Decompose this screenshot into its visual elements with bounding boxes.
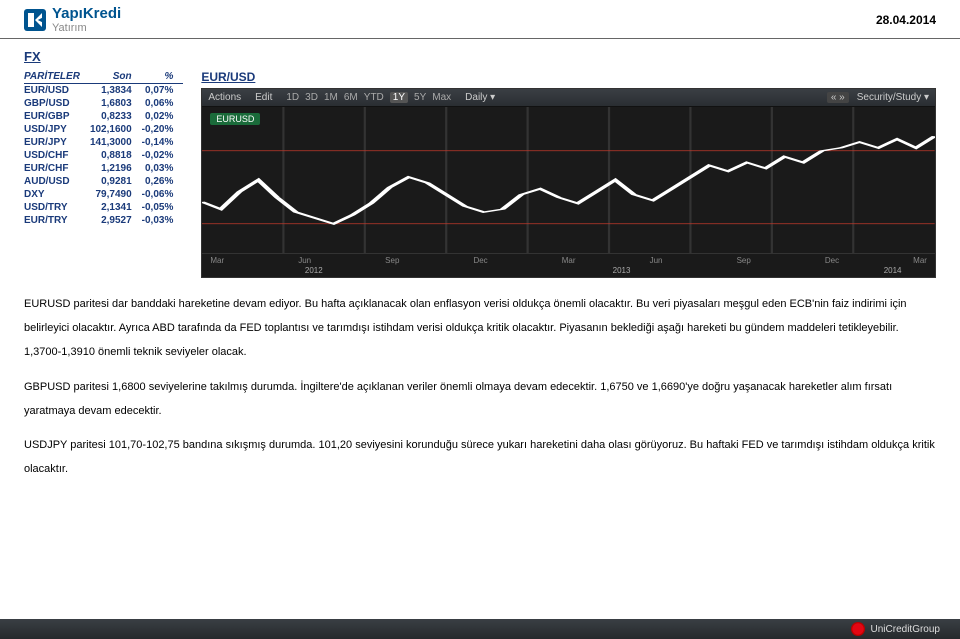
table-cell: 0,02% xyxy=(142,110,184,123)
chart-actions[interactable]: Actions xyxy=(208,92,241,103)
x-tick: Sep xyxy=(737,256,751,277)
logo-icon xyxy=(24,9,46,31)
x-tick: Mar xyxy=(210,256,224,277)
table-cell: AUD/USD xyxy=(24,175,90,188)
table-cell: 79,7490 xyxy=(90,188,142,201)
table-cell: USD/JPY xyxy=(24,123,90,136)
table-cell: EUR/CHF xyxy=(24,162,90,175)
table-cell: GBP/USD xyxy=(24,97,90,110)
timeframe-1y[interactable]: 1Y xyxy=(390,92,408,103)
timeframe-6m[interactable]: 6M xyxy=(344,92,358,103)
x-tick: Dec xyxy=(825,256,839,277)
table-cell: 0,03% xyxy=(142,162,184,175)
timeframe-1d[interactable]: 1D xyxy=(286,92,299,103)
table-row: AUD/USD0,92810,26% xyxy=(24,175,183,188)
x-year-label: 2012 xyxy=(305,266,323,275)
chart-x-axis: MarJunSepDecMarJunSepDecMar201220132014 xyxy=(202,253,935,277)
table-cell: 0,8233 xyxy=(90,110,142,123)
table-cell: 0,8818 xyxy=(90,149,142,162)
table-row: EUR/TRY2,9527-0,03% xyxy=(24,214,183,227)
chart-nav-arrows[interactable]: « » xyxy=(827,92,849,103)
x-tick: Mar xyxy=(562,256,576,277)
footer: UniCreditGroup xyxy=(0,619,960,639)
table-cell: EUR/GBP xyxy=(24,110,90,123)
chart-security-study[interactable]: Security/Study ▾ xyxy=(857,92,929,103)
x-tick: Mar xyxy=(913,256,927,277)
chart-edit[interactable]: Edit xyxy=(255,92,272,103)
table-cell: 141,3000 xyxy=(90,136,142,149)
chart-toolbar: Actions Edit 1D3D1M6MYTD1Y5YMax Daily ▾ … xyxy=(202,89,935,107)
timeframe-max[interactable]: Max xyxy=(432,92,451,103)
paragraph-3: USDJPY paritesi 101,70-102,75 bandına sı… xyxy=(24,433,936,481)
table-row: EUR/USD1,38340,07% xyxy=(24,84,183,98)
body-text: EURUSD paritesi dar banddaki hareketine … xyxy=(24,292,936,481)
table-header: % xyxy=(142,70,184,84)
table-row: USD/CHF0,8818-0,02% xyxy=(24,149,183,162)
table-cell: -0,02% xyxy=(142,149,184,162)
table-cell: EUR/JPY xyxy=(24,136,90,149)
table-cell: 1,2196 xyxy=(90,162,142,175)
table-cell: USD/TRY xyxy=(24,201,90,214)
x-year-label: 2013 xyxy=(613,266,631,275)
header: YapıKredi Yatırım 28.04.2014 xyxy=(0,0,960,39)
table-row: USD/TRY2,1341-0,05% xyxy=(24,201,183,214)
table-header: Son xyxy=(90,70,142,84)
table-row: EUR/GBP0,82330,02% xyxy=(24,110,183,123)
table-row: EUR/CHF1,21960,03% xyxy=(24,162,183,175)
timeframe-ytd[interactable]: YTD xyxy=(364,92,384,103)
parite-table: PARİTELERSon% EUR/USD1,38340,07%GBP/USD1… xyxy=(24,70,183,227)
footer-text: UniCreditGroup xyxy=(871,624,940,635)
table-cell: USD/CHF xyxy=(24,149,90,162)
chart-frequency[interactable]: Daily ▾ xyxy=(465,92,495,103)
table-cell: -0,03% xyxy=(142,214,184,227)
paragraph-2: GBPUSD paritesi 1,6800 seviyelerine takı… xyxy=(24,375,936,423)
footer-logo-icon xyxy=(851,622,865,636)
chart-canvas xyxy=(202,107,935,253)
x-tick: Sep xyxy=(385,256,399,277)
logo-sub-text: Yatırım xyxy=(52,23,121,34)
table-cell: 2,1341 xyxy=(90,201,142,214)
table-cell: -0,14% xyxy=(142,136,184,149)
table-header: PARİTELER xyxy=(24,70,90,84)
table-cell: 102,1600 xyxy=(90,123,142,136)
price-chart: Actions Edit 1D3D1M6MYTD1Y5YMax Daily ▾ … xyxy=(201,88,936,278)
table-cell: -0,05% xyxy=(142,201,184,214)
table-cell: -0,06% xyxy=(142,188,184,201)
table-cell: EUR/USD xyxy=(24,84,90,98)
table-row: USD/JPY102,1600-0,20% xyxy=(24,123,183,136)
fx-section-title: FX xyxy=(24,49,936,64)
x-year-label: 2014 xyxy=(884,266,902,275)
table-row: GBP/USD1,68030,06% xyxy=(24,97,183,110)
table-cell: -0,20% xyxy=(142,123,184,136)
x-tick: Dec xyxy=(473,256,487,277)
table-cell: 0,26% xyxy=(142,175,184,188)
table-row: EUR/JPY141,3000-0,14% xyxy=(24,136,183,149)
table-cell: 0,9281 xyxy=(90,175,142,188)
x-tick: Jun xyxy=(650,256,663,277)
timeframe-3d[interactable]: 3D xyxy=(305,92,318,103)
table-cell: 1,3834 xyxy=(90,84,142,98)
table-cell: 0,07% xyxy=(142,84,184,98)
table-row: DXY79,7490-0,06% xyxy=(24,188,183,201)
table-cell: DXY xyxy=(24,188,90,201)
logo-main-text: YapıKredi xyxy=(52,6,121,21)
chart-title: EUR/USD xyxy=(201,70,936,84)
table-cell: 1,6803 xyxy=(90,97,142,110)
paragraph-1: EURUSD paritesi dar banddaki hareketine … xyxy=(24,292,936,365)
table-cell: 0,06% xyxy=(142,97,184,110)
timeframe-1m[interactable]: 1M xyxy=(324,92,338,103)
table-cell: 2,9527 xyxy=(90,214,142,227)
report-date: 28.04.2014 xyxy=(876,13,936,27)
logo: YapıKredi Yatırım xyxy=(24,6,121,34)
timeframe-5y[interactable]: 5Y xyxy=(414,92,426,103)
table-cell: EUR/TRY xyxy=(24,214,90,227)
